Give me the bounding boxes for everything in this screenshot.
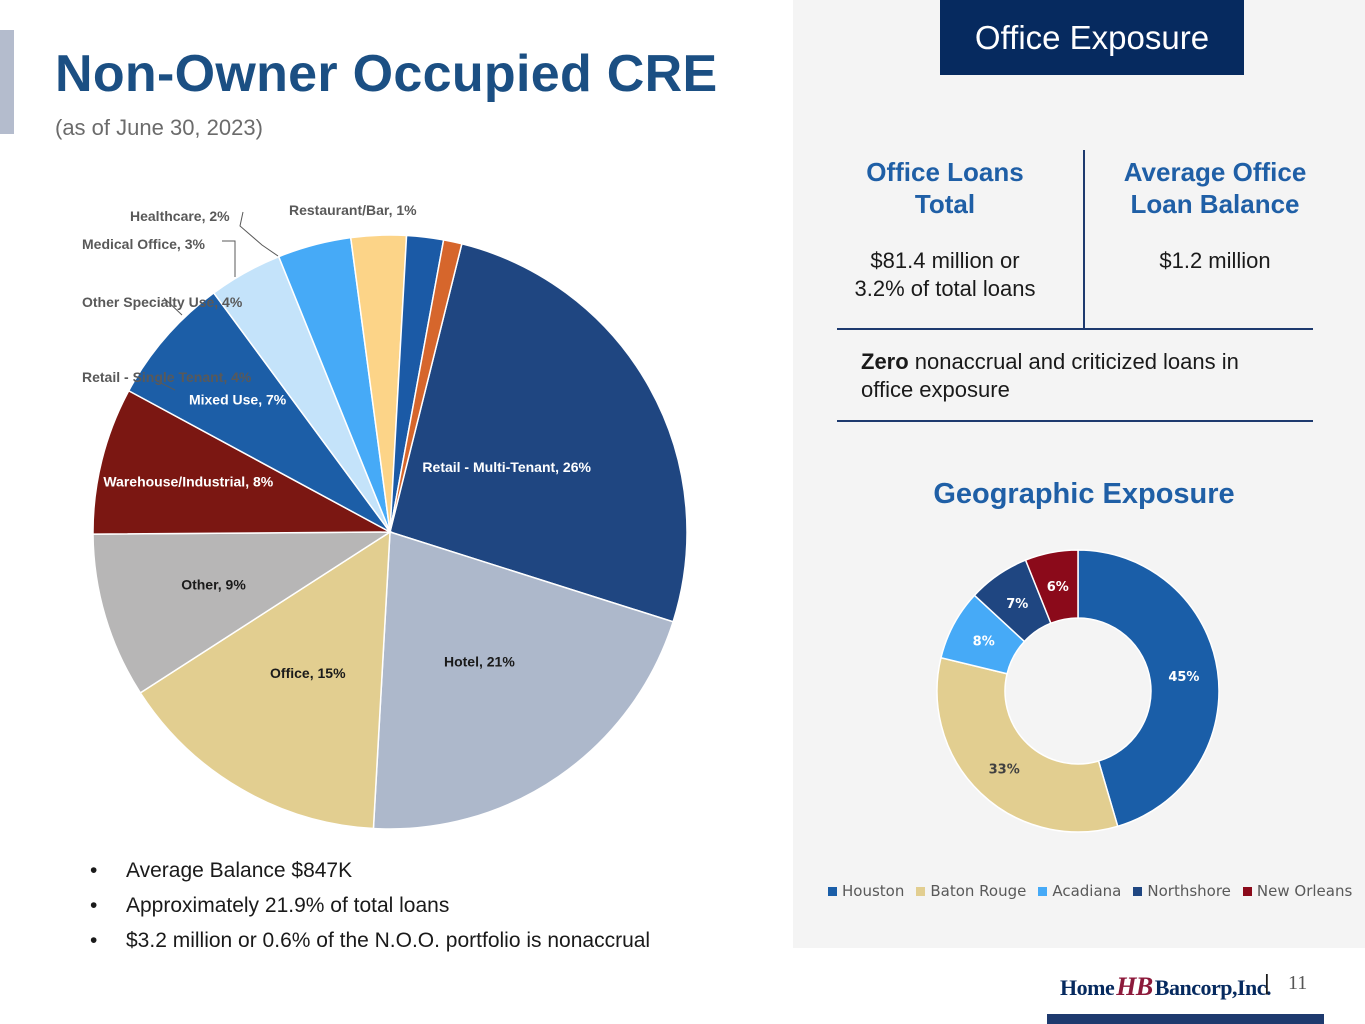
- company-logo: HomeHBBancorp,Inc.: [1060, 972, 1272, 1002]
- pie-slice-other: [92, 531, 393, 694]
- bullet-dot: •: [90, 859, 98, 882]
- pie-label-retail-multi-tenant: Retail - Multi-Tenant, 26%: [422, 459, 591, 475]
- legend-swatch: [828, 886, 837, 896]
- pie-label-healthcare: Healthcare, 2%: [130, 208, 230, 224]
- divider-line: [837, 328, 1313, 330]
- office-loans-total-value: $81.4 million or 3.2% of total loans: [837, 247, 1053, 303]
- zero-bold: Zero: [861, 349, 909, 374]
- geographic-exposure-title: Geographic Exposure: [933, 478, 1235, 510]
- average-office-loan-heading: Average Office Loan Balance: [1095, 156, 1335, 220]
- leader-line-retail-single-tenant: [154, 379, 176, 391]
- average-office-loan-value: $1.2 million: [1159, 248, 1271, 273]
- pie-label-medical-office: Medical Office, 3%: [82, 236, 205, 252]
- legend-label: Northshore: [1147, 882, 1231, 900]
- summary-bullets: • Average Balance $847K • Approximately 21…: [88, 856, 650, 961]
- footer-separator: |: [1264, 970, 1270, 995]
- legend-label: New Orleans: [1256, 882, 1353, 900]
- pie-slice-warehouse-industrial: [92, 389, 391, 535]
- page-subtitle: (as of June 30, 2023): [55, 115, 263, 140]
- pie-slice-mixed-use: [127, 291, 391, 533]
- pie-label-retail-single-tenant: Retail - Single Tenant, 4%: [82, 369, 252, 385]
- legend-item: Acadiana: [1038, 882, 1121, 900]
- cre-pie-chart: Retail - Multi-Tenant, 26% Hotel, 21% Offi…: [82, 202, 688, 830]
- title-accent-bar: [0, 30, 14, 134]
- page-title: Non-Owner Occupied CRE: [55, 45, 718, 103]
- heading-line: Office Loans: [866, 157, 1024, 187]
- legend-swatch: [1038, 886, 1048, 896]
- leader-line-healthcare: [239, 211, 279, 257]
- pie-slice-hotel: [372, 530, 675, 830]
- page-number: 11: [1288, 972, 1308, 994]
- pie-label-office: Office, 15%: [270, 665, 346, 681]
- logo-home: Home: [1060, 975, 1115, 1000]
- pie-label-warehouse-industrial: Warehouse/Industrial, 8%: [103, 474, 273, 490]
- bullet-text: Average Balance $847K: [126, 859, 353, 882]
- legend-label: Acadiana: [1052, 882, 1122, 900]
- pie-slice-office: [139, 530, 391, 830]
- footer-bar: [1047, 1014, 1324, 1024]
- zero-rest: nonaccrual and criticized loans in offic…: [861, 349, 1239, 402]
- heading-line: Average Office: [1123, 157, 1307, 187]
- legend-label: Houston: [842, 882, 905, 900]
- value-line: $81.4 million or: [870, 248, 1020, 273]
- office-exposure-panel: [793, 0, 1365, 948]
- pie-label-restaurant-bar: Restaurant/Bar, 1%: [289, 202, 417, 218]
- pie-label-hotel: Hotel, 21%: [444, 654, 515, 670]
- geo-legend: Houston Baton Rouge Acadiana Northshore …: [828, 882, 1364, 900]
- zero-nonaccrual-note: Zero nonaccrual and criticized loans in …: [861, 348, 1291, 404]
- bullet-item: • Average Balance $847K: [88, 856, 650, 891]
- logo-mark: HB: [1116, 972, 1153, 1001]
- bullet-item: • $3.2 million or 0.6% of the N.O.O. port…: [88, 926, 650, 961]
- logo-bancorp: Bancorp,Inc.: [1154, 975, 1272, 1000]
- pie-label-other-specialty-use: Other Specialty Use, 4%: [82, 294, 243, 310]
- column-divider: [1083, 150, 1085, 328]
- legend-item: Northshore: [1133, 882, 1231, 900]
- bullet-text: $3.2 million or 0.6% of the N.O.O. portf…: [126, 929, 651, 952]
- leader-line-other-specialty-use: [163, 297, 183, 316]
- bullet-item: • Approximately 21.9% of total loans: [88, 891, 650, 926]
- legend-swatch: [916, 886, 926, 896]
- divider-line: [837, 420, 1313, 422]
- heading-line: Loan Balance: [1130, 189, 1300, 219]
- pie-label-other: Other, 9%: [181, 577, 246, 593]
- value-line: 3.2% of total loans: [854, 276, 1036, 301]
- bullet-dot: •: [90, 929, 98, 952]
- legend-item: New Orleans: [1242, 882, 1353, 900]
- legend-swatch: [1133, 886, 1143, 896]
- office-exposure-tab: Office Exposure: [940, 0, 1244, 75]
- bullet-text: Approximately 21.9% of total loans: [126, 894, 450, 917]
- legend-swatch: [1242, 886, 1252, 896]
- legend-label: Baton Rouge: [930, 882, 1027, 900]
- office-loans-total-heading: Office Loans Total: [837, 156, 1053, 220]
- bullet-dot: •: [90, 894, 98, 917]
- pie-label-mixed-use: Mixed Use, 7%: [189, 392, 287, 408]
- leader-line-medical-office: [222, 240, 236, 277]
- pie-slice-restaurant-bar: [389, 239, 463, 533]
- legend-item: Houston: [828, 882, 904, 900]
- heading-line: Total: [914, 189, 976, 219]
- legend-item: Baton Rouge: [916, 882, 1026, 900]
- pie-slice-retail-multi-tenant: [389, 242, 688, 623]
